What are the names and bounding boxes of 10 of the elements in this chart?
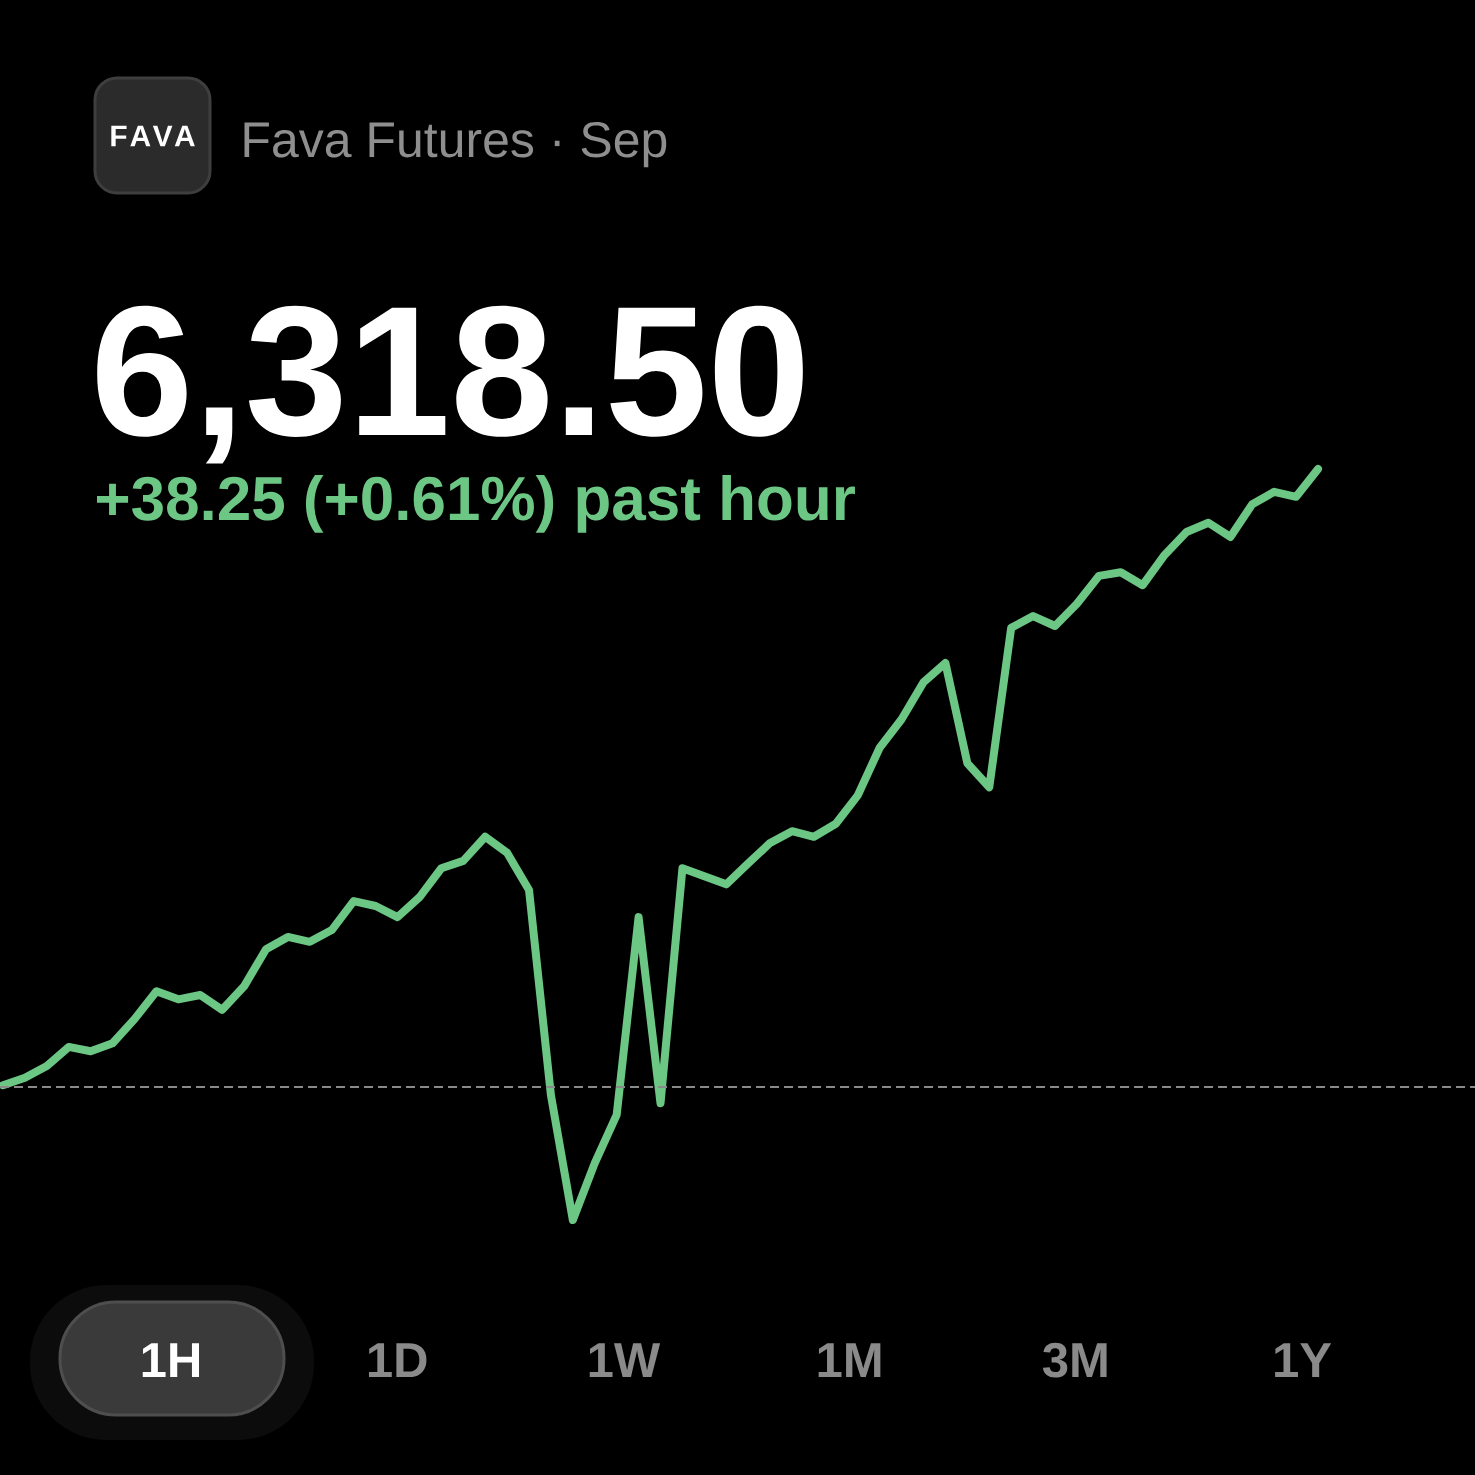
text: 3M — [1042, 1342, 1107, 1378]
chart-subtitle: 6,318.50 — [97, 305, 803, 464]
text: 1Y — [1275, 1343, 1332, 1377]
annotation: +38.25 (+0.61%) past hour — [97, 475, 855, 533]
text: 1D — [368, 1343, 427, 1377]
text: 1H — [142, 1343, 200, 1377]
text: 1W — [589, 1343, 661, 1377]
text: 1M — [818, 1343, 881, 1377]
text: FAVA — [111, 125, 195, 147]
chart-title: Fava Futures · Sep — [244, 122, 667, 168]
